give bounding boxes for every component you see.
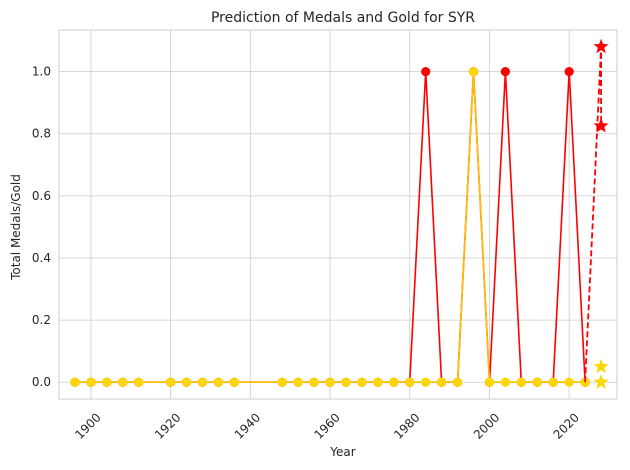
gold-point <box>86 377 96 387</box>
gold-point <box>277 377 287 387</box>
x-tick-label: 1920 <box>152 410 183 441</box>
x-tick-label: 1980 <box>391 410 422 441</box>
grid <box>59 30 617 399</box>
gold-point <box>197 377 208 387</box>
gold-point <box>580 377 590 387</box>
chart-title: Prediction of Medals and Gold for SYR <box>211 10 475 26</box>
gold-point <box>468 67 479 77</box>
gold-point <box>166 377 176 387</box>
y-tick-label: 0.6 <box>32 189 51 203</box>
gold-point <box>102 377 112 387</box>
x-axis-label: Year <box>329 445 355 459</box>
gold-prediction-star <box>593 374 609 389</box>
x-axis-ticks: 1900 1920 1940 1960 1980 2000 2020 <box>72 410 582 441</box>
x-tick-label: 1900 <box>72 410 103 441</box>
gold-point <box>548 377 558 387</box>
gold-point <box>405 377 415 387</box>
x-tick-label: 2020 <box>551 410 582 441</box>
gold-point <box>564 377 574 387</box>
gold-point <box>118 377 128 387</box>
gold-point <box>452 377 463 387</box>
y-tick-label: 0.8 <box>32 127 51 141</box>
gold-point <box>484 377 495 387</box>
y-axis-ticks: 0.0 0.2 0.4 0.6 0.8 1.0 <box>32 65 51 390</box>
x-tick-label: 1940 <box>232 410 263 441</box>
gold-point <box>516 377 526 387</box>
x-tick-label: 2000 <box>471 410 502 441</box>
gold-point <box>357 377 367 387</box>
medals-point <box>500 67 510 77</box>
y-tick-label: 0.2 <box>32 313 51 327</box>
gold-point <box>213 377 224 387</box>
gold-point <box>421 377 431 387</box>
gold-point <box>134 377 144 387</box>
gold-point <box>229 377 239 387</box>
x-tick-label: 1960 <box>311 410 342 441</box>
gold-point <box>500 377 510 387</box>
gold-point <box>389 377 399 387</box>
medals-point <box>421 67 431 77</box>
gold-point <box>309 377 319 387</box>
medals-prediction-line <box>584 46 602 383</box>
gold-point <box>437 377 447 387</box>
medals-point <box>564 67 574 77</box>
y-tick-label: 0.4 <box>32 251 51 265</box>
gold-point <box>325 377 335 387</box>
medals-prediction-star <box>593 117 609 133</box>
gold-point <box>373 377 383 387</box>
medals-prediction-star <box>593 38 609 54</box>
plot-border <box>58 29 618 400</box>
gold-point <box>293 377 303 387</box>
axes-frame <box>58 29 618 400</box>
y-tick-label: 1.0 <box>32 65 51 79</box>
prediction-layer <box>584 38 609 389</box>
gold-point <box>70 377 80 387</box>
gold-point <box>532 377 542 387</box>
gold-point <box>181 377 192 387</box>
gold-prediction-star <box>593 358 609 374</box>
y-tick-label: 0.0 <box>32 375 51 389</box>
y-axis-label: Total Medals/Gold <box>9 174 23 281</box>
gold-point <box>341 377 351 387</box>
series-layer <box>70 67 590 387</box>
